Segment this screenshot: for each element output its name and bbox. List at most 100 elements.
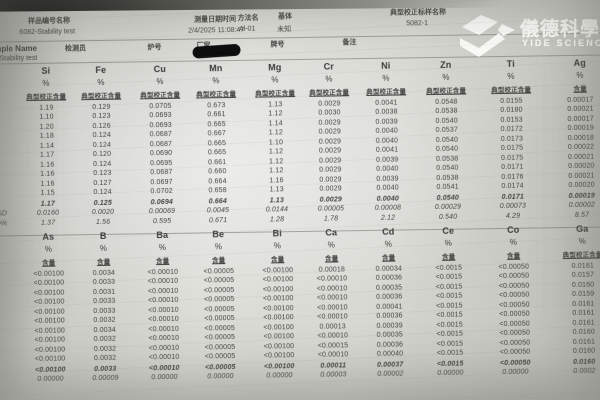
table-cell: 0.00035 [375,284,403,292]
table-cell: 0.00000 [151,374,178,382]
table-cell: 0.0032 [93,354,117,363]
table-cell: 0.673 [207,102,226,110]
method-name-value: Al-01 [239,25,256,33]
table-cell: <0.00010 [148,334,180,343]
table-cell: <0.00050 [498,282,530,290]
table-cell: <0.00005 [203,286,235,295]
table-cell: 含量 [573,85,587,93]
table-cell: <0.00050 [498,291,530,300]
table-cell: 0.0002 [573,368,596,376]
table-cell: 0.124 [92,132,111,140]
table-cell: <0.00100 [33,298,65,307]
table-cell: 0.00000 [502,369,529,377]
remark-label: 备注 [342,39,357,47]
table-cell: <0.00010 [317,313,348,321]
table-cell: <0.00005 [203,277,235,285]
table-cell: Bi [272,228,282,239]
method-name-label: 方法名 [237,14,259,22]
table-cell: 0.0029 [319,196,342,204]
matrix-value: 未知 [277,26,292,34]
table-cell: <0.00100 [263,304,294,313]
table-cell: Ga [575,223,589,234]
table-cell: 0.0034 [93,326,116,334]
table-cell: 0.665 [207,149,227,157]
table-cell: Ba [156,229,169,241]
table-cell: 0.00036 [376,340,404,349]
table-cell: 0.0538 [435,155,459,163]
table-cell: 典型校正含量 [366,88,407,97]
table-cell: 1.20 [39,123,54,131]
table-cell: Mn [209,63,223,74]
table-cell: 0.0039 [375,118,398,126]
table-cell: 0.664 [208,197,227,206]
table-cell: 0.00019 [567,124,594,133]
logo-english-text: YIDE SCIENCE [522,38,600,48]
table-cell: 0.0687 [149,131,172,139]
table-cell: 0.0161 [572,319,595,327]
table-cell: Cr [323,61,335,72]
table-cell: <0.00010 [148,306,179,315]
table-cell: % [578,236,587,246]
table-cell: <0.00010 [317,351,349,359]
table-cell: <0.00100 [263,323,294,332]
table-cell: 1.12 [268,129,283,137]
yide-science-logo: 儀德科學 YIDE SCIENCE [458,8,600,60]
sample-id-value: 6082-Stability test [19,28,76,37]
table-cell: <0.0015 [436,349,464,357]
table-cell: 0.00021 [568,172,595,180]
stat-row-label: RSD% [0,220,8,228]
table-cell: 0.00000 [37,375,64,384]
table-cell: As [42,231,55,242]
table-cell: 0.0171 [501,193,524,201]
table-cell: 0.0041 [375,146,399,155]
table-cell: 0.0160 [572,358,596,366]
table-cell: <0.0015 [436,302,463,310]
table-cell: <0.00005 [203,296,235,304]
table-cell: 0.0538 [435,108,458,116]
table-cell: 0.0033 [93,298,116,306]
table-cell: 0.0537 [435,126,458,135]
table-cell: 0.00009 [92,375,119,383]
table-cell: 0.00000 [437,370,464,378]
table-cell: 0.00022 [567,143,595,152]
table-cell: 典型校正含量 [196,90,237,99]
table-cell: 0.0144 [265,206,289,214]
table-cell: 0.00005 [317,205,345,214]
table-cell: 0.0161 [572,300,595,308]
table-cell: % [507,71,515,81]
table-cell: 0.0032 [93,316,116,325]
table-cell: <0.00005 [204,343,236,351]
table-cell: 0.00013 [319,322,346,331]
table-cell: 1.19 [39,104,54,112]
table-cell: 2.12 [380,214,396,222]
table-cell: <0.00010 [147,268,179,277]
table-cell: 0.123 [93,169,112,178]
table-cell: <0.0015 [436,311,463,320]
table-cell: Cu [153,63,167,75]
table-cell: % [442,72,450,82]
table-cell: 0.00008 [374,204,402,213]
table-cell: 0.123 [92,113,111,121]
table-cell: <0.00100 [263,342,295,351]
table-cell: 0.0031 [92,288,116,296]
table-cell: 典型校正含量 [140,91,181,100]
table-cell: 1.13 [269,197,284,205]
table-cell: 0.00021 [567,153,595,161]
table-cell: 0.0540 [435,136,459,144]
table-cell: <0.00100 [34,336,66,345]
table-cell: % [212,76,220,86]
table-cell: % [214,242,223,252]
table-cell: 0.0693 [149,121,172,130]
table-cell: <0.00100 [34,345,66,354]
table-cell: 0.661 [207,111,226,119]
table-cell: 1.78 [323,215,339,223]
table-cell: 0.0029 [318,128,341,137]
table-cell: 典型校正含量 [81,92,122,101]
table-cell: 0.0702 [150,187,173,196]
table-cell: 0.660 [208,168,227,176]
table-cell: 0.0045 [206,207,230,215]
table-cell: <0.0015 [436,360,464,368]
table-cell: 0.00021 [567,106,594,114]
